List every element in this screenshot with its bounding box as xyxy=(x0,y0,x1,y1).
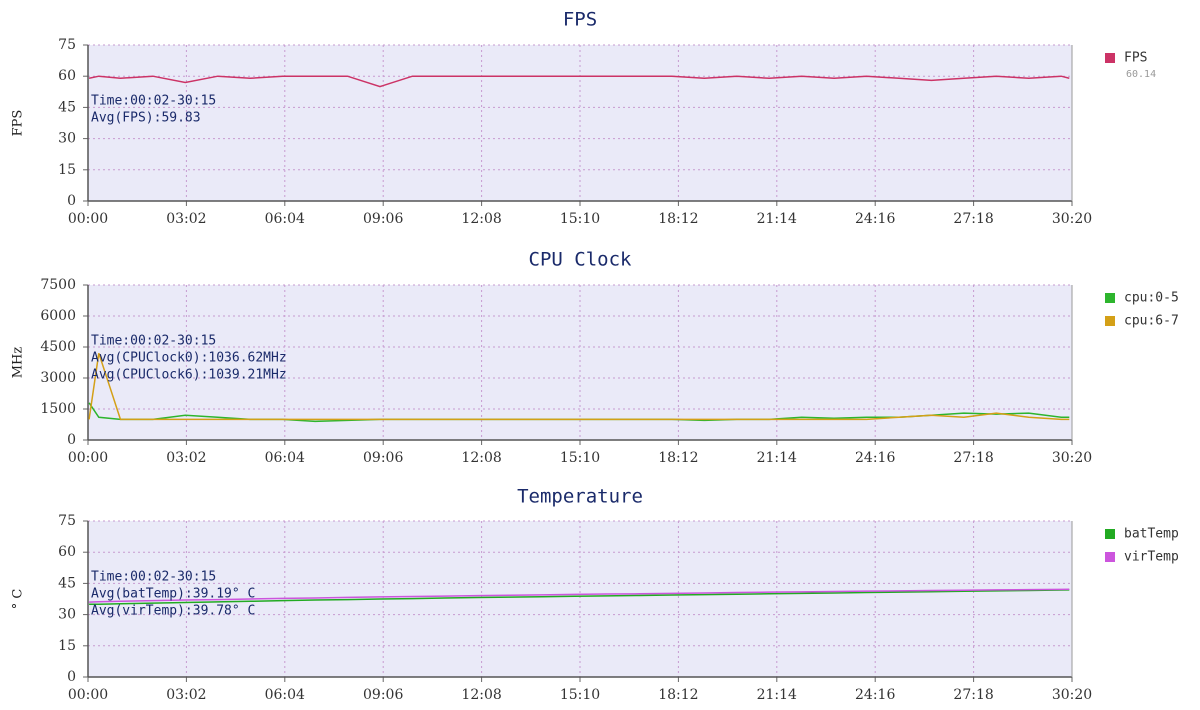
legend-label: cpu:6-7 xyxy=(1124,314,1179,329)
y-tick-label: 1500 xyxy=(40,401,76,417)
x-tick-label: 27:18 xyxy=(953,450,993,466)
y-axis-label: MHz xyxy=(11,347,26,379)
x-tick-label: 00:00 xyxy=(68,450,108,466)
chart-title: CPU Clock xyxy=(529,249,633,271)
y-tick-label: 0 xyxy=(67,669,76,685)
x-tick-label: 15:10 xyxy=(560,687,600,703)
legend-swatch xyxy=(1105,552,1115,562)
legend-swatch xyxy=(1105,293,1115,303)
y-tick-label: 4500 xyxy=(40,339,76,355)
x-tick-label: 30:20 xyxy=(1052,687,1092,703)
legend-label: batTemp xyxy=(1124,527,1179,542)
y-tick-label: 3000 xyxy=(40,370,76,386)
x-tick-label: 30:20 xyxy=(1052,211,1092,227)
x-tick-label: 03:02 xyxy=(166,687,206,703)
series-line xyxy=(88,75,1070,88)
y-axis-label: FPS xyxy=(11,110,26,137)
y-tick-label: 45 xyxy=(58,575,76,591)
legend-label: cpu:0-5 xyxy=(1124,291,1179,306)
series-line xyxy=(88,352,1070,421)
x-tick-label: 21:14 xyxy=(757,687,797,703)
x-tick-label: 12:08 xyxy=(461,687,501,703)
x-tick-label: 03:02 xyxy=(166,450,206,466)
y-tick-label: 7500 xyxy=(40,277,76,293)
y-tick-label: 60 xyxy=(58,544,76,560)
plot-area xyxy=(88,45,1072,201)
x-tick-label: 24:16 xyxy=(855,450,895,466)
y-tick-label: 60 xyxy=(58,68,76,84)
y-tick-label: 45 xyxy=(58,99,76,115)
legend-swatch xyxy=(1105,529,1115,539)
x-tick-label: 09:06 xyxy=(363,450,403,466)
legend-swatch xyxy=(1105,53,1115,63)
x-tick-label: 18:12 xyxy=(658,211,698,227)
x-tick-label: 18:12 xyxy=(658,450,698,466)
series-line xyxy=(89,588,1070,603)
x-tick-label: 21:14 xyxy=(757,450,797,466)
x-tick-label: 21:14 xyxy=(757,211,797,227)
y-tick-label: 15 xyxy=(58,638,76,654)
x-tick-label: 15:10 xyxy=(560,450,600,466)
annotation: Avg(virTemp):39.78° C xyxy=(91,604,255,619)
annotation: Avg(FPS):59.83 xyxy=(91,111,201,126)
y-tick-label: 75 xyxy=(58,513,76,529)
y-tick-label: 75 xyxy=(58,37,76,53)
y-tick-label: 0 xyxy=(67,432,76,448)
series-line xyxy=(89,589,1070,605)
y-axis-label: ° C xyxy=(11,589,26,610)
x-tick-label: 12:08 xyxy=(461,450,501,466)
y-tick-label: 0 xyxy=(67,193,76,209)
x-tick-label: 24:16 xyxy=(855,211,895,227)
y-tick-label: 15 xyxy=(58,162,76,178)
y-tick-label: 30 xyxy=(58,607,76,623)
x-tick-label: 06:04 xyxy=(265,450,305,466)
x-tick-label: 30:20 xyxy=(1052,450,1092,466)
x-tick-label: 06:04 xyxy=(265,687,305,703)
x-tick-label: 15:10 xyxy=(560,211,600,227)
x-tick-label: 00:00 xyxy=(68,687,108,703)
legend-swatch xyxy=(1105,316,1115,326)
annotation: Time:00:02-30:15 xyxy=(91,570,216,585)
chart-title: FPS xyxy=(563,9,597,31)
x-tick-label: 24:16 xyxy=(855,687,895,703)
annotation: Avg(CPUClock6):1039.21MHz xyxy=(91,368,287,383)
x-tick-label: 03:02 xyxy=(166,211,206,227)
y-tick-label: 30 xyxy=(58,131,76,147)
x-tick-label: 12:08 xyxy=(461,211,501,227)
legend-value: 60.14 xyxy=(1126,69,1156,80)
legend-label: virTemp xyxy=(1124,550,1179,565)
x-tick-label: 09:06 xyxy=(363,211,403,227)
legend-label: FPS xyxy=(1124,51,1147,66)
annotation: Time:00:02-30:15 xyxy=(91,334,216,349)
x-tick-label: 27:18 xyxy=(953,211,993,227)
y-tick-label: 6000 xyxy=(40,308,76,324)
x-tick-label: 27:18 xyxy=(953,687,993,703)
x-tick-label: 09:06 xyxy=(363,687,403,703)
annotation: Avg(CPUClock0):1036.62MHz xyxy=(91,351,287,366)
x-tick-label: 00:00 xyxy=(68,211,108,227)
chart-title: Temperature xyxy=(517,486,643,508)
annotation: Avg(batTemp):39.19° C xyxy=(91,587,255,602)
annotation: Time:00:02-30:15 xyxy=(91,94,216,109)
x-tick-label: 06:04 xyxy=(265,211,305,227)
x-tick-label: 18:12 xyxy=(658,687,698,703)
